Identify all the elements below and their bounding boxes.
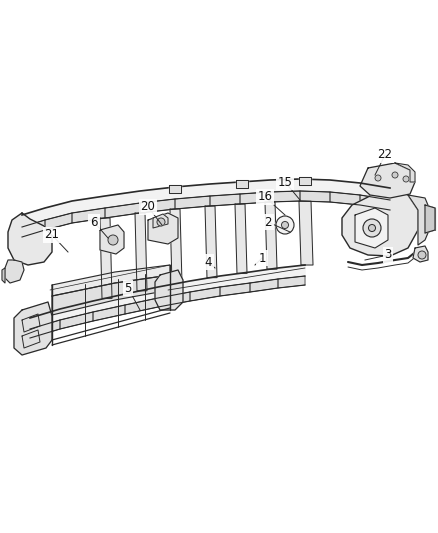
Polygon shape	[22, 179, 390, 227]
Polygon shape	[250, 279, 278, 292]
Polygon shape	[93, 305, 125, 321]
Polygon shape	[169, 185, 181, 193]
Polygon shape	[105, 203, 140, 218]
Polygon shape	[240, 192, 270, 204]
Polygon shape	[408, 195, 430, 245]
Text: 6: 6	[90, 215, 98, 229]
Polygon shape	[2, 268, 5, 283]
Polygon shape	[140, 199, 175, 213]
Polygon shape	[60, 312, 93, 329]
Polygon shape	[299, 201, 313, 265]
Polygon shape	[342, 185, 418, 256]
Polygon shape	[190, 287, 220, 301]
Circle shape	[363, 219, 381, 237]
Text: 15: 15	[278, 175, 293, 189]
Polygon shape	[395, 163, 415, 182]
Polygon shape	[360, 163, 415, 198]
Text: 22: 22	[378, 149, 392, 161]
Polygon shape	[413, 246, 428, 262]
Polygon shape	[8, 213, 52, 265]
Text: 1: 1	[258, 252, 266, 264]
Polygon shape	[330, 192, 360, 205]
Polygon shape	[30, 320, 60, 338]
Circle shape	[375, 175, 381, 181]
Polygon shape	[158, 292, 190, 307]
Polygon shape	[5, 260, 24, 283]
Polygon shape	[52, 275, 170, 315]
Circle shape	[282, 222, 289, 229]
Text: 16: 16	[258, 190, 272, 204]
Polygon shape	[72, 208, 105, 223]
Text: 4: 4	[204, 255, 212, 269]
Polygon shape	[235, 204, 247, 273]
Polygon shape	[30, 265, 305, 329]
Polygon shape	[265, 202, 277, 269]
Polygon shape	[100, 218, 112, 298]
Polygon shape	[14, 302, 52, 355]
Polygon shape	[278, 276, 305, 288]
Polygon shape	[175, 196, 210, 209]
Circle shape	[418, 251, 426, 259]
Polygon shape	[355, 208, 388, 248]
Text: 2: 2	[264, 215, 272, 229]
Circle shape	[108, 235, 118, 245]
Circle shape	[392, 172, 398, 178]
Polygon shape	[22, 220, 45, 237]
Polygon shape	[170, 209, 182, 284]
Polygon shape	[300, 191, 330, 202]
Polygon shape	[45, 213, 72, 230]
Polygon shape	[22, 314, 40, 332]
Polygon shape	[52, 265, 170, 296]
Polygon shape	[360, 195, 390, 210]
Polygon shape	[220, 283, 250, 296]
Circle shape	[157, 218, 165, 226]
Polygon shape	[236, 180, 248, 188]
Circle shape	[403, 176, 409, 182]
Text: 21: 21	[45, 229, 60, 241]
Polygon shape	[148, 213, 178, 244]
Text: 5: 5	[124, 281, 132, 295]
Polygon shape	[210, 194, 240, 206]
Polygon shape	[100, 225, 124, 254]
Polygon shape	[155, 270, 183, 310]
Polygon shape	[205, 206, 217, 278]
Polygon shape	[425, 205, 435, 233]
Text: 3: 3	[384, 248, 392, 262]
Polygon shape	[135, 213, 147, 291]
Circle shape	[276, 216, 294, 234]
Polygon shape	[270, 191, 300, 202]
Polygon shape	[22, 330, 40, 348]
Polygon shape	[299, 177, 311, 185]
Polygon shape	[153, 214, 168, 228]
Text: 20: 20	[141, 200, 155, 214]
Circle shape	[368, 224, 375, 231]
Polygon shape	[125, 298, 158, 314]
